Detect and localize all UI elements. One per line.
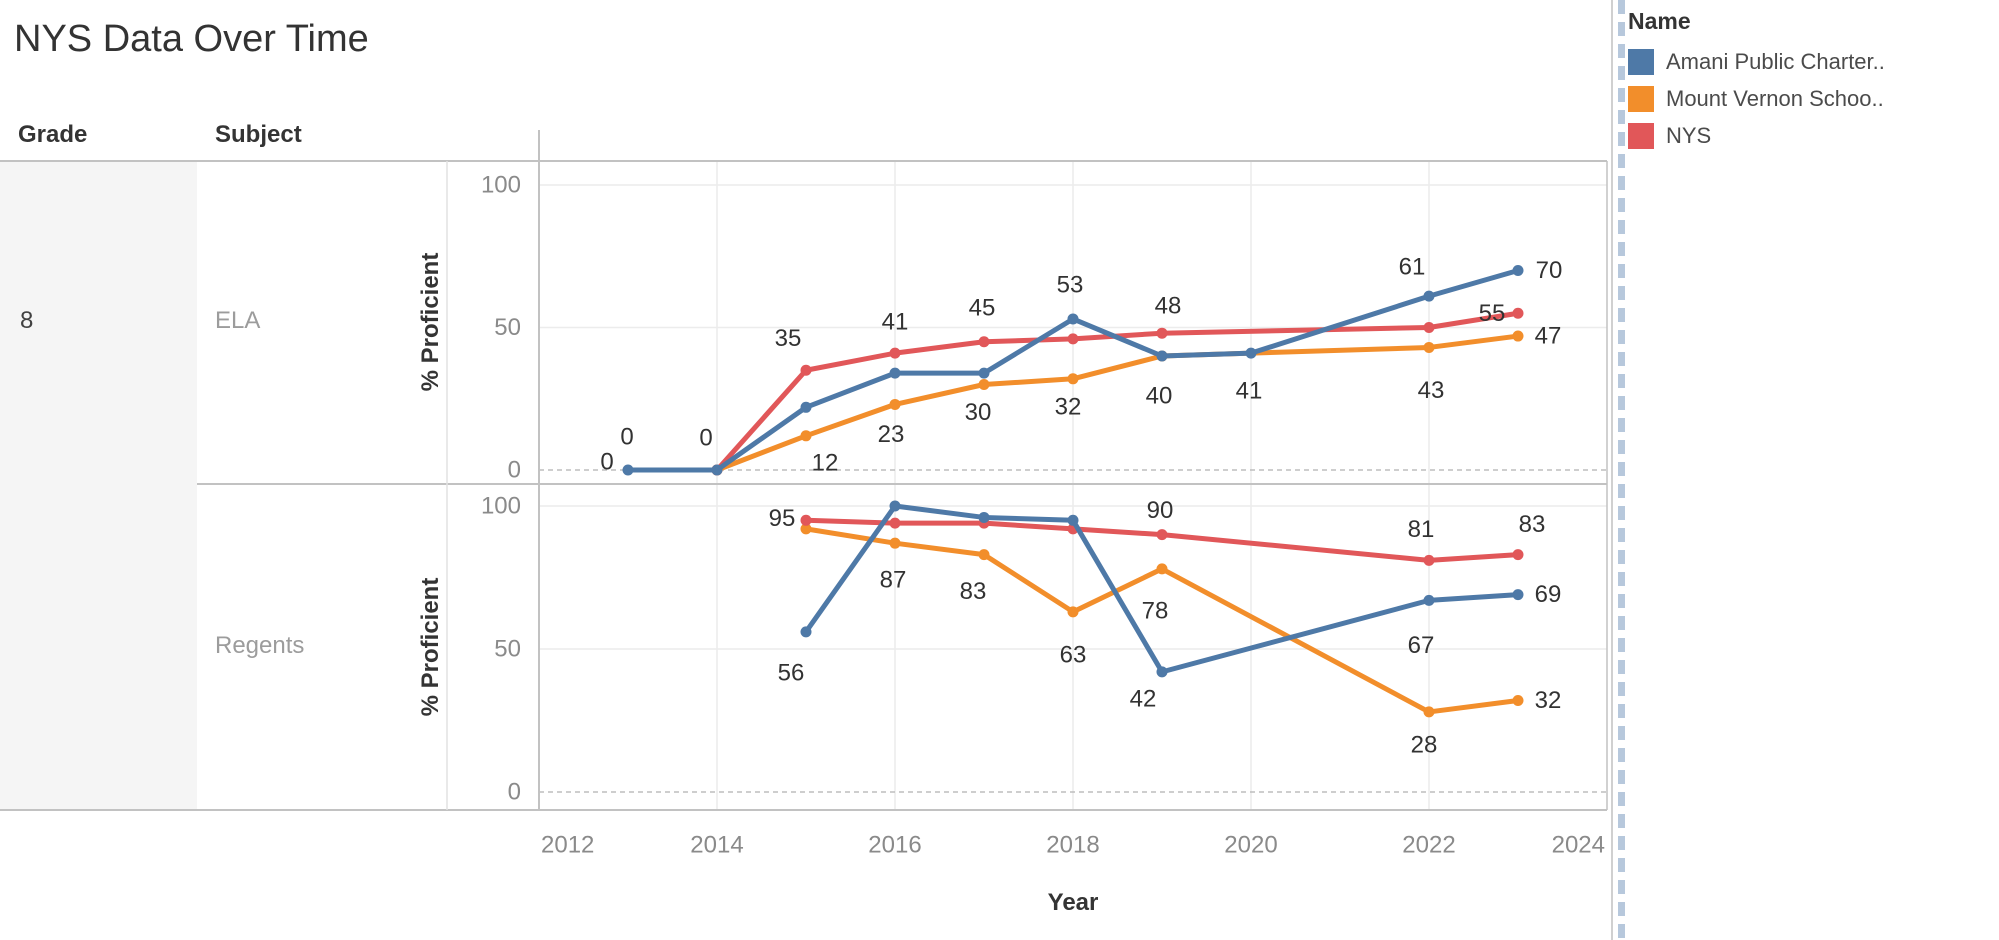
legend-item-mount-vernon[interactable]: Mount Vernon Schoo.. xyxy=(1628,86,1988,112)
svg-text:63: 63 xyxy=(1060,641,1087,668)
subject-row-label-ela: ELA xyxy=(215,307,261,334)
grade-value: 8 xyxy=(20,307,34,334)
mount-vernon-color-swatch xyxy=(1628,86,1654,112)
svg-text:95: 95 xyxy=(769,505,796,532)
svg-text:87: 87 xyxy=(880,567,907,594)
svg-text:35: 35 xyxy=(775,325,802,352)
svg-text:2018: 2018 xyxy=(1046,832,1099,859)
svg-text:83: 83 xyxy=(960,578,987,605)
svg-text:23: 23 xyxy=(878,421,905,448)
svg-text:69: 69 xyxy=(1535,581,1562,608)
svg-text:0: 0 xyxy=(508,779,521,806)
x-axis-title: Year xyxy=(1047,889,1099,916)
svg-text:2020: 2020 xyxy=(1224,832,1277,859)
svg-text:56: 56 xyxy=(778,659,805,686)
grade-column-header: Grade xyxy=(18,121,88,148)
svg-text:2016: 2016 xyxy=(868,832,921,859)
svg-text:0: 0 xyxy=(699,425,712,452)
svg-text:50: 50 xyxy=(494,314,521,341)
grade-column-background xyxy=(0,162,197,810)
svg-text:0: 0 xyxy=(620,424,633,451)
svg-text:42: 42 xyxy=(1130,685,1157,712)
legend-title: Name xyxy=(1628,8,1691,34)
svg-text:2012: 2012 xyxy=(541,832,594,859)
svg-text:53: 53 xyxy=(1057,271,1084,298)
svg-text:2014: 2014 xyxy=(690,832,743,859)
svg-text:2024: 2024 xyxy=(1552,832,1605,859)
svg-text:70: 70 xyxy=(1536,257,1563,284)
svg-text:28: 28 xyxy=(1411,731,1438,758)
svg-text:47: 47 xyxy=(1535,323,1562,350)
legend-item-amani[interactable]: Amani Public Charter.. xyxy=(1628,49,1988,75)
svg-text:83: 83 xyxy=(1519,511,1546,538)
svg-text:50: 50 xyxy=(494,636,521,663)
svg-text:100: 100 xyxy=(481,493,521,520)
amani-color-swatch xyxy=(1628,49,1654,75)
svg-text:32: 32 xyxy=(1535,687,1562,714)
svg-text:0: 0 xyxy=(600,449,613,476)
legend-item-label: Mount Vernon Schoo.. xyxy=(1666,86,1884,111)
svg-text:100: 100 xyxy=(481,172,521,199)
subject-column-header: Subject xyxy=(215,121,302,148)
panel-resize-handle[interactable] xyxy=(1611,0,1629,940)
svg-text:30: 30 xyxy=(965,399,992,426)
svg-text:41: 41 xyxy=(882,309,909,336)
page-title: NYS Data Over Time xyxy=(14,18,369,60)
svg-text:2022: 2022 xyxy=(1402,832,1455,859)
svg-text:12: 12 xyxy=(812,449,839,476)
legend: Name Amani Public Charter.. Mount Vernon… xyxy=(1628,8,1988,160)
nys-color-swatch xyxy=(1628,123,1654,149)
subject-row-label-regents: Regents xyxy=(215,632,305,659)
svg-text:81: 81 xyxy=(1408,516,1435,543)
svg-text:43: 43 xyxy=(1418,377,1445,404)
legend-item-nys[interactable]: NYS xyxy=(1628,123,1988,149)
legend-item-label: NYS xyxy=(1666,123,1712,148)
svg-text:78: 78 xyxy=(1142,597,1169,624)
svg-text:48: 48 xyxy=(1155,293,1182,320)
svg-text:32: 32 xyxy=(1055,393,1082,420)
svg-text:40: 40 xyxy=(1146,383,1173,410)
svg-text:90: 90 xyxy=(1147,497,1174,524)
svg-text:0: 0 xyxy=(508,457,521,484)
svg-text:41: 41 xyxy=(1236,378,1263,405)
svg-text:55: 55 xyxy=(1479,300,1506,327)
legend-item-label: Amani Public Charter.. xyxy=(1666,49,1885,74)
panel-resize-dashes xyxy=(1618,0,1625,940)
svg-text:61: 61 xyxy=(1399,254,1426,281)
svg-text:67: 67 xyxy=(1408,632,1435,659)
svg-text:45: 45 xyxy=(969,294,996,321)
